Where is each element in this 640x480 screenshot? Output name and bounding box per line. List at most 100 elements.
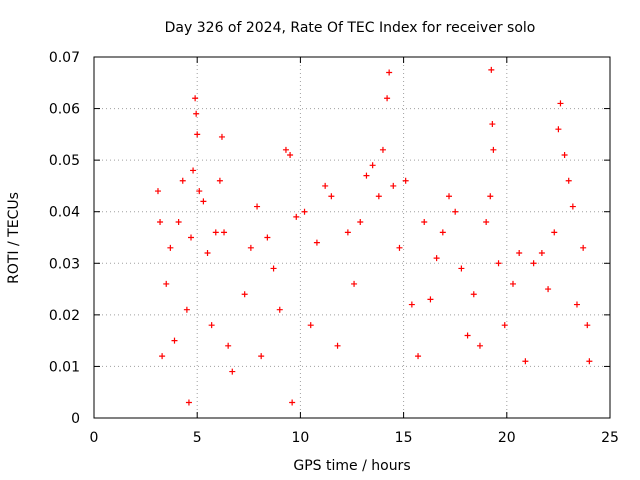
data-point — [188, 234, 195, 241]
data-point — [190, 167, 197, 174]
data-point — [522, 358, 529, 365]
data-point — [351, 280, 358, 287]
data-point — [159, 353, 166, 360]
data-point — [322, 182, 329, 189]
data-point — [584, 322, 591, 329]
data-point — [396, 244, 403, 251]
data-point — [538, 249, 545, 256]
data-point — [204, 249, 211, 256]
data-point — [551, 229, 558, 236]
y-tick-label: 0.03 — [49, 256, 80, 272]
data-point — [421, 219, 428, 226]
data-point — [282, 146, 289, 153]
data-point — [369, 162, 376, 169]
data-point — [557, 100, 564, 107]
data-point — [561, 151, 568, 158]
y-tick-label: 0.07 — [49, 50, 80, 66]
data-point — [289, 399, 296, 406]
data-point — [183, 306, 190, 313]
y-tick-label: 0.04 — [49, 205, 80, 221]
x-tick-label: 5 — [193, 430, 202, 446]
axis-ticks — [93, 56, 611, 419]
data-point — [216, 177, 223, 184]
data-point — [427, 296, 434, 303]
data-point — [194, 131, 201, 138]
data-point — [185, 399, 192, 406]
data-point — [569, 203, 576, 210]
x-axis-title: GPS time / hours — [293, 458, 410, 474]
data-point — [555, 126, 562, 133]
data-point — [501, 322, 508, 329]
data-point — [516, 249, 523, 256]
data-point — [446, 193, 453, 200]
data-point — [193, 110, 200, 117]
data-point — [225, 342, 232, 349]
data-point — [307, 322, 314, 329]
y-tick-label: 0.05 — [49, 153, 80, 169]
data-point — [489, 121, 496, 128]
data-point — [390, 182, 397, 189]
data-point — [573, 301, 580, 308]
data-point — [218, 133, 225, 140]
data-point — [375, 193, 382, 200]
data-point — [163, 280, 170, 287]
chart-title: Day 326 of 2024, Rate Of TEC Index for r… — [165, 20, 536, 36]
data-point — [402, 177, 409, 184]
x-tick-labels: 0 5 10 15 20 25 — [90, 430, 619, 446]
data-point — [200, 198, 207, 205]
data-point — [229, 368, 236, 375]
data-point — [157, 219, 164, 226]
data-point — [171, 337, 178, 344]
data-point — [452, 208, 459, 215]
data-point — [208, 322, 215, 329]
data-point — [357, 219, 364, 226]
data-point — [433, 255, 440, 262]
y-tick-label: 0 — [71, 411, 80, 427]
data-point — [458, 265, 465, 272]
data-point — [415, 353, 422, 360]
data-point — [470, 291, 477, 298]
data-point — [487, 193, 494, 200]
data-point — [293, 213, 300, 220]
data-point — [313, 239, 320, 246]
y-tick-label: 0.06 — [49, 102, 80, 118]
data-point — [386, 69, 393, 76]
data-point — [247, 244, 254, 251]
data-point — [586, 358, 593, 365]
data-point — [530, 260, 537, 267]
data-point — [196, 188, 203, 195]
y-tick-labels: 0 0.01 0.02 0.03 0.04 0.05 0.06 0.07 — [49, 50, 80, 427]
y-tick-label: 0.02 — [49, 308, 80, 324]
data-point — [276, 306, 283, 313]
data-point — [565, 177, 572, 184]
data-point — [495, 260, 502, 267]
data-point — [212, 229, 219, 236]
x-tick-label: 25 — [601, 430, 619, 446]
data-point — [408, 301, 415, 308]
data-point — [476, 342, 483, 349]
grid-lines — [94, 57, 610, 418]
data-point — [328, 193, 335, 200]
data-point — [439, 229, 446, 236]
data-point — [384, 95, 391, 102]
data-point — [179, 177, 186, 184]
plot-frame — [93, 56, 611, 419]
data-point — [334, 342, 341, 349]
x-tick-label: 0 — [90, 430, 99, 446]
x-tick-label: 20 — [498, 430, 516, 446]
data-point — [580, 244, 587, 251]
data-point — [287, 151, 294, 158]
data-point — [545, 286, 552, 293]
data-point — [344, 229, 351, 236]
data-point — [192, 95, 199, 102]
data-point — [154, 188, 161, 195]
data-point — [270, 265, 277, 272]
data-point — [464, 332, 471, 339]
data-point — [363, 172, 370, 179]
data-point — [483, 219, 490, 226]
data-point — [488, 66, 495, 73]
data-point — [254, 203, 261, 210]
data-point — [258, 353, 265, 360]
data-point — [490, 146, 497, 153]
